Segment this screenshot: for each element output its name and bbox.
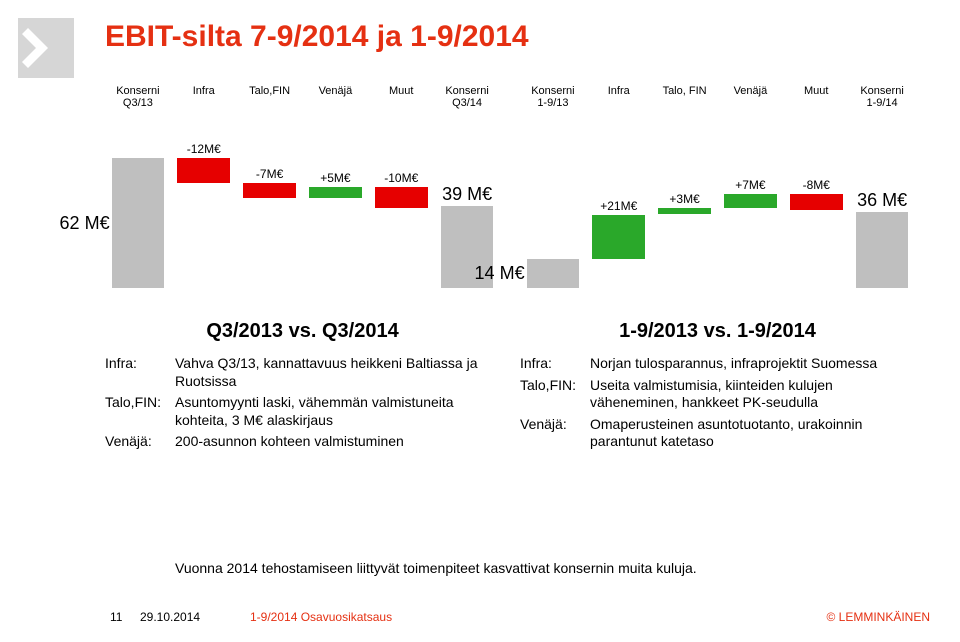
comparison-row: Venäjä:200-asunnon kohteen valmistuminen: [105, 433, 500, 451]
comparison-key: Venäjä:: [520, 416, 590, 451]
comparison-right-rows: Infra:Norjan tulosparannus, infraprojekt…: [520, 355, 915, 451]
waterfall-bar: [724, 194, 777, 209]
footer-page: 11: [110, 610, 122, 624]
waterfall-bar: [592, 215, 645, 259]
waterfall-bar-label: 36 M€: [857, 190, 907, 211]
footer-copyright: © LEMMINKÄINEN: [826, 610, 930, 624]
col-label: Konserni1-9/14: [849, 85, 915, 115]
waterfall-bar-label: +21M€: [600, 199, 637, 213]
comparison-row: Infra:Norjan tulosparannus, infraprojekt…: [520, 355, 915, 373]
col-label: Infra: [171, 85, 237, 115]
waterfall-bar: [527, 259, 580, 288]
col-labels-left: KonserniQ3/13InfraTalo,FINVenäjäMuutKons…: [105, 85, 500, 115]
waterfall-bar: [177, 158, 230, 183]
comparison-left: Q3/2013 vs. Q3/2014 Infra:Vahva Q3/13, k…: [105, 320, 500, 455]
waterfall-bar-label: +3M€: [669, 192, 699, 206]
footer: 11 29.10.2014 1-9/2014 Osavuosikatsaus ©…: [0, 610, 960, 628]
comparison-key: Talo,FIN:: [105, 394, 175, 429]
waterfall-charts: KonserniQ3/13InfraTalo,FINVenäjäMuutKons…: [105, 85, 915, 315]
footnote: Vuonna 2014 tehostamiseen liittyvät toim…: [175, 560, 915, 576]
waterfall-bar: [790, 194, 843, 211]
comparison-value: Vahva Q3/13, kannattavuus heikkeni Balti…: [175, 355, 500, 390]
comparison-left-heading: Q3/2013 vs. Q3/2014: [105, 320, 500, 343]
comparison-row: Talo,FIN:Asuntomyynti laski, vähemmän va…: [105, 394, 500, 429]
bars-right: 14 M€+21M€+3M€+7M€-8M€36 M€: [520, 120, 915, 290]
waterfall-left: KonserniQ3/13InfraTalo,FINVenäjäMuutKons…: [105, 85, 500, 315]
comparison-key: Infra:: [520, 355, 590, 373]
col-label: Talo, FIN: [652, 85, 718, 115]
comparison-value: Useita valmistumisia, kiinteiden kulujen…: [590, 377, 915, 412]
bars-left: 62 M€-12M€-7M€+5M€-10M€39 M€: [105, 120, 500, 290]
waterfall-bar: [375, 187, 428, 208]
comparison-key: Infra:: [105, 355, 175, 390]
comparison-right-heading: 1-9/2013 vs. 1-9/2014: [520, 320, 915, 343]
page-title: EBIT-silta 7-9/2014 ja 1-9/2014: [105, 20, 529, 54]
waterfall-bar-label: +5M€: [320, 171, 350, 185]
comparison-row: Venäjä:Omaperusteinen asuntotuotanto, ur…: [520, 416, 915, 451]
col-label: KonserniQ3/13: [105, 85, 171, 115]
footer-subtitle: 1-9/2014 Osavuosikatsaus: [250, 610, 392, 624]
col-label: KonserniQ3/14: [434, 85, 500, 115]
waterfall-bar-label: 62 M€: [60, 213, 110, 234]
footer-date: 29.10.2014: [140, 610, 200, 624]
comparison-value: Norjan tulosparannus, infraprojektit Suo…: [590, 355, 915, 373]
waterfall-bar-label: 39 M€: [442, 184, 492, 205]
comparison-key: Venäjä:: [105, 433, 175, 451]
waterfall-bar: [309, 187, 362, 198]
col-label: Venäjä: [717, 85, 783, 115]
comparison-value: 200-asunnon kohteen valmistuminen: [175, 433, 500, 451]
waterfall-bar: [112, 158, 165, 288]
waterfall-right: Konserni1-9/13InfraTalo, FINVenäjäMuutKo…: [520, 85, 915, 315]
waterfall-bar-label: -12M€: [187, 142, 221, 156]
comparison-right: 1-9/2013 vs. 1-9/2014 Infra:Norjan tulos…: [520, 320, 915, 455]
waterfall-bar: [243, 183, 296, 198]
waterfall-bar: [856, 212, 909, 288]
waterfall-bar-label: +7M€: [735, 178, 765, 192]
col-label: Venäjä: [302, 85, 368, 115]
col-label: Konserni1-9/13: [520, 85, 586, 115]
col-label: Infra: [586, 85, 652, 115]
waterfall-bar-label: -8M€: [803, 178, 830, 192]
comparison-row: Infra:Vahva Q3/13, kannattavuus heikkeni…: [105, 355, 500, 390]
comparison-value: Omaperusteinen asuntotuotanto, urakoinni…: [590, 416, 915, 451]
waterfall-bar-label: 14 M€: [475, 263, 525, 284]
comparison-key: Talo,FIN:: [520, 377, 590, 412]
comparison-left-rows: Infra:Vahva Q3/13, kannattavuus heikkeni…: [105, 355, 500, 451]
logo: [18, 18, 74, 78]
waterfall-bar: [658, 208, 711, 214]
comparison-value: Asuntomyynti laski, vähemmän valmistunei…: [175, 394, 500, 429]
col-label: Muut: [783, 85, 849, 115]
waterfall-bar-label: -10M€: [384, 171, 418, 185]
col-label: Muut: [368, 85, 434, 115]
waterfall-bar-label: -7M€: [256, 167, 283, 181]
comparison-row: Talo,FIN:Useita valmistumisia, kiinteide…: [520, 377, 915, 412]
col-labels-right: Konserni1-9/13InfraTalo, FINVenäjäMuutKo…: [520, 85, 915, 115]
col-label: Talo,FIN: [237, 85, 303, 115]
